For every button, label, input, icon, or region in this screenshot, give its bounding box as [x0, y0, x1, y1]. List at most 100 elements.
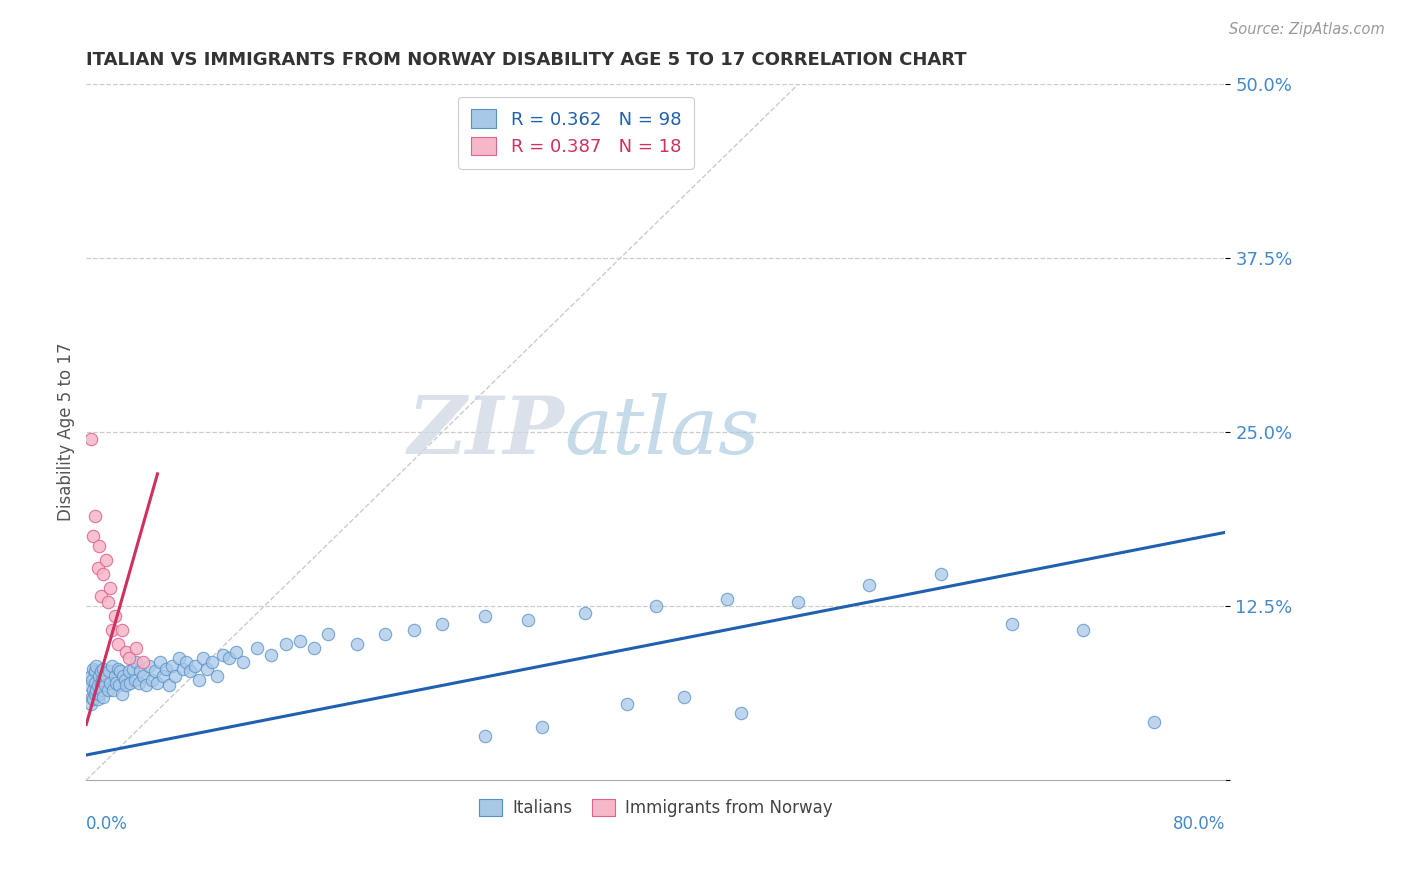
Point	[86, 561, 108, 575]
Point	[83, 675, 105, 690]
Point	[163, 668, 186, 682]
Point	[90, 665, 112, 679]
Point	[84, 659, 107, 673]
Point	[179, 665, 201, 679]
Point	[716, 592, 738, 607]
Point	[87, 668, 110, 682]
Point	[93, 690, 115, 704]
Point	[87, 687, 110, 701]
Point	[787, 595, 810, 609]
Point	[516, 613, 538, 627]
Point	[101, 659, 124, 673]
Point	[167, 650, 190, 665]
Point	[86, 678, 108, 692]
Text: atlas: atlas	[565, 393, 761, 471]
Point	[93, 662, 115, 676]
Point	[87, 539, 110, 553]
Point	[79, 697, 101, 711]
Point	[100, 675, 122, 690]
Point	[118, 650, 141, 665]
Point	[83, 665, 105, 679]
Point	[232, 655, 254, 669]
Point	[104, 608, 127, 623]
Point	[191, 650, 214, 665]
Point	[225, 645, 247, 659]
Point	[128, 675, 150, 690]
Point	[82, 692, 104, 706]
Point	[83, 508, 105, 523]
Point	[98, 665, 121, 679]
Point	[96, 668, 118, 682]
Point	[183, 659, 205, 673]
Point	[91, 673, 114, 687]
Point	[77, 678, 100, 692]
Point	[107, 662, 129, 676]
Point	[132, 668, 155, 682]
Point	[82, 529, 104, 543]
Point	[79, 432, 101, 446]
Point	[474, 608, 496, 623]
Point	[90, 678, 112, 692]
Point	[730, 706, 752, 721]
Legend: Italians, Immigrants from Norway: Italians, Immigrants from Norway	[472, 792, 839, 824]
Point	[86, 692, 108, 706]
Point	[138, 659, 160, 673]
Point	[103, 682, 125, 697]
Point	[97, 682, 120, 697]
Point	[80, 673, 103, 687]
Point	[120, 675, 142, 690]
Point	[112, 668, 135, 682]
Text: Source: ZipAtlas.com: Source: ZipAtlas.com	[1229, 22, 1385, 37]
Point	[1143, 714, 1166, 729]
Point	[274, 637, 297, 651]
Point	[82, 682, 104, 697]
Point	[79, 668, 101, 682]
Point	[101, 623, 124, 637]
Point	[135, 678, 157, 692]
Text: ZIP: ZIP	[408, 393, 565, 471]
Point	[146, 675, 169, 690]
Point	[125, 655, 148, 669]
Point	[129, 665, 152, 679]
Point	[212, 648, 235, 662]
Point	[149, 655, 172, 669]
Point	[111, 687, 134, 701]
Point	[122, 662, 145, 676]
Point	[530, 720, 553, 734]
Point	[105, 675, 128, 690]
Text: 80.0%: 80.0%	[1173, 815, 1226, 833]
Point	[200, 655, 222, 669]
Point	[673, 690, 696, 704]
Point	[318, 627, 340, 641]
Point	[402, 623, 425, 637]
Point	[80, 690, 103, 704]
Point	[260, 648, 283, 662]
Point	[84, 682, 107, 697]
Point	[91, 682, 114, 697]
Point	[1001, 617, 1024, 632]
Point	[104, 668, 127, 682]
Point	[246, 640, 269, 655]
Text: ITALIAN VS IMMIGRANTS FROM NORWAY DISABILITY AGE 5 TO 17 CORRELATION CHART: ITALIAN VS IMMIGRANTS FROM NORWAY DISABI…	[86, 51, 967, 69]
Point	[108, 678, 131, 692]
Point	[111, 623, 134, 637]
Point	[152, 668, 174, 682]
Point	[160, 659, 183, 673]
Point	[83, 687, 105, 701]
Point	[1071, 623, 1094, 637]
Point	[374, 627, 396, 641]
Point	[187, 673, 209, 687]
Point	[110, 665, 132, 679]
Point	[155, 662, 177, 676]
Point	[195, 662, 218, 676]
Point	[288, 633, 311, 648]
Point	[346, 637, 368, 651]
Point	[172, 662, 194, 676]
Point	[141, 673, 163, 687]
Point	[118, 665, 141, 679]
Point	[858, 578, 880, 592]
Point	[616, 697, 638, 711]
Point	[644, 599, 666, 613]
Point	[143, 665, 166, 679]
Text: 0.0%: 0.0%	[86, 815, 128, 833]
